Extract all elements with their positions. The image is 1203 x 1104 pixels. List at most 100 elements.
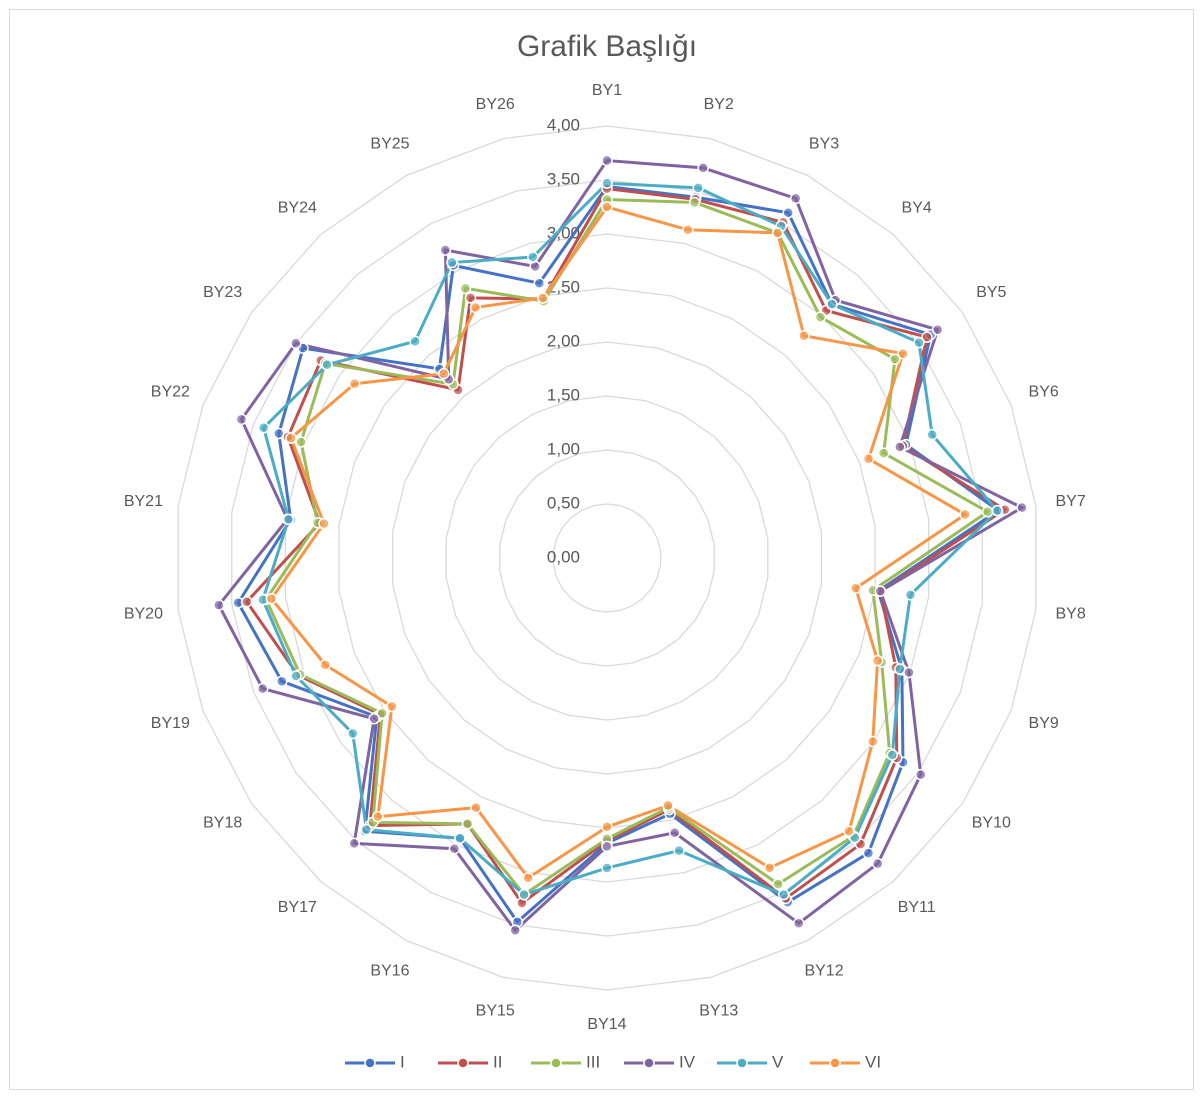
data-point [894,663,906,675]
legend-label: I [400,1052,405,1071]
legend-marker [550,1057,562,1069]
category-label: BY13 [699,1003,738,1020]
data-point [673,844,685,857]
data-point [826,298,838,310]
data-point [509,924,521,937]
category-label: BY14 [587,1016,626,1033]
data-point [959,508,971,521]
r-tick-label: 0,50 [547,493,580,512]
category-label: BY24 [278,200,317,217]
r-tick-label: 4,00 [547,115,580,134]
data-point [368,712,380,725]
data-point [798,329,810,342]
data-point [662,799,674,812]
data-point [601,821,613,833]
category-label: BY2 [704,96,734,113]
data-point [522,872,534,884]
data-point [849,582,862,594]
data-point [295,436,307,448]
legend-marker [829,1057,841,1069]
legend-marker [457,1057,469,1069]
data-point [348,378,361,390]
data-point [256,682,269,695]
data-point [318,517,330,530]
category-label: BY3 [809,136,839,153]
category-label: BY12 [804,963,843,980]
data-point [886,749,899,761]
data-point [454,832,466,844]
category-label: BY19 [151,715,190,732]
data-point [469,301,482,314]
legend-marker [364,1057,376,1069]
data-point [862,847,875,859]
legend-label: II [493,1052,502,1071]
data-point [470,801,482,814]
data-point [814,311,827,323]
grid-line [445,395,769,721]
category-label: BY23 [203,284,242,301]
data-point [446,256,458,269]
legend-label: III [586,1052,600,1071]
category-label: BY18 [203,815,242,832]
data-point [601,840,613,853]
data-point [437,367,450,380]
legend-marker [736,1057,748,1069]
data-point [601,154,613,167]
data-point [763,862,776,874]
data-point [668,826,681,839]
data-point [360,823,373,836]
data-point [697,162,709,174]
data-point [265,592,278,605]
data-point [915,768,927,781]
data-point [792,917,805,930]
category-label: BY9 [1029,715,1059,732]
data-point [213,599,225,611]
data-point [772,878,784,890]
data-point [533,277,546,290]
data-point [537,292,549,304]
data-point [867,735,879,748]
grid-line [284,233,930,883]
category-label: BY15 [476,1003,515,1020]
data-point [601,177,613,189]
chart-title: Grafik Başlığı [517,30,697,63]
chart-border [9,9,1194,1090]
category-label: BY5 [976,284,1006,301]
category-label: BY10 [972,815,1011,832]
data-point [448,842,461,855]
r-tick-label: 3,50 [547,169,580,188]
data-point [777,888,790,901]
r-tick-label: 1,00 [547,439,580,458]
data-point [894,441,906,453]
r-tick-label: 2,00 [547,331,580,350]
category-label: BY7 [1055,493,1085,510]
category-label: BY25 [370,136,409,153]
legend-label: VI [865,1052,881,1071]
data-point [871,654,884,667]
data-point [682,224,694,236]
data-point [889,353,901,365]
data-point [290,670,302,682]
r-tick-label: 1,50 [547,385,580,404]
legend-label: V [772,1052,784,1071]
data-point [782,207,794,219]
data-point [459,282,472,295]
data-point [321,358,333,371]
data-point [601,201,613,213]
category-label: BY11 [898,899,936,916]
data-point [348,837,360,850]
data-point [688,196,701,209]
data-point [843,825,855,837]
data-point [518,888,530,901]
data-point [285,432,297,444]
data-point [771,227,784,239]
data-point [461,818,474,830]
data-point [874,585,887,597]
category-label: BY17 [278,899,317,916]
category-label: BY6 [1029,384,1059,401]
legend-label: IV [679,1052,696,1071]
data-point [386,700,398,713]
data-point [913,336,925,349]
data-point [376,707,388,719]
